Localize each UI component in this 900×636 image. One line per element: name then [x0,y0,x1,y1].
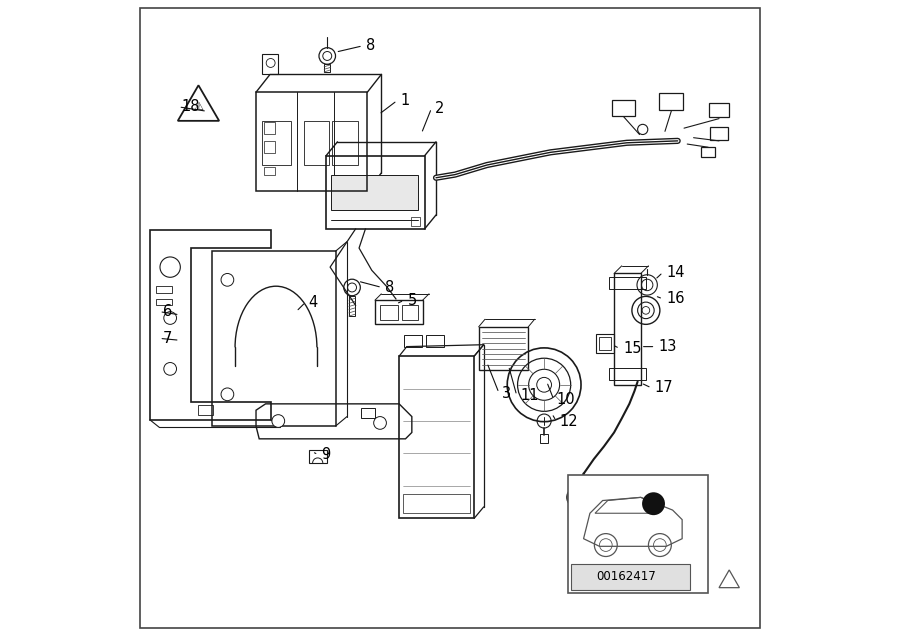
Circle shape [160,257,180,277]
Circle shape [266,59,275,67]
Circle shape [164,363,176,375]
Text: 17: 17 [655,380,673,396]
Text: ⚠: ⚠ [194,102,203,112]
Circle shape [272,415,284,427]
Text: 1: 1 [400,93,410,108]
Text: 9: 9 [321,447,331,462]
Text: 7: 7 [163,331,172,346]
Text: 4: 4 [309,294,318,310]
Text: 8: 8 [385,280,394,295]
Circle shape [221,273,234,286]
Text: 8: 8 [366,38,375,53]
Text: 13: 13 [659,339,677,354]
Text: 2: 2 [435,100,444,116]
FancyBboxPatch shape [140,8,760,628]
Text: 6: 6 [163,304,172,319]
Text: 5: 5 [408,293,417,308]
Text: 3: 3 [502,385,511,401]
Text: 14: 14 [666,265,685,280]
Circle shape [221,388,234,401]
FancyBboxPatch shape [568,475,707,593]
Circle shape [374,417,386,429]
Text: 12: 12 [560,413,578,429]
FancyBboxPatch shape [331,175,418,210]
Text: 18: 18 [182,99,200,114]
Text: 16: 16 [666,291,685,307]
Text: 11: 11 [520,388,538,403]
FancyBboxPatch shape [571,564,689,590]
Text: 10: 10 [557,392,575,407]
Circle shape [642,492,665,515]
Text: 00162417: 00162417 [597,570,656,583]
Text: 15: 15 [623,341,642,356]
Circle shape [164,312,176,324]
